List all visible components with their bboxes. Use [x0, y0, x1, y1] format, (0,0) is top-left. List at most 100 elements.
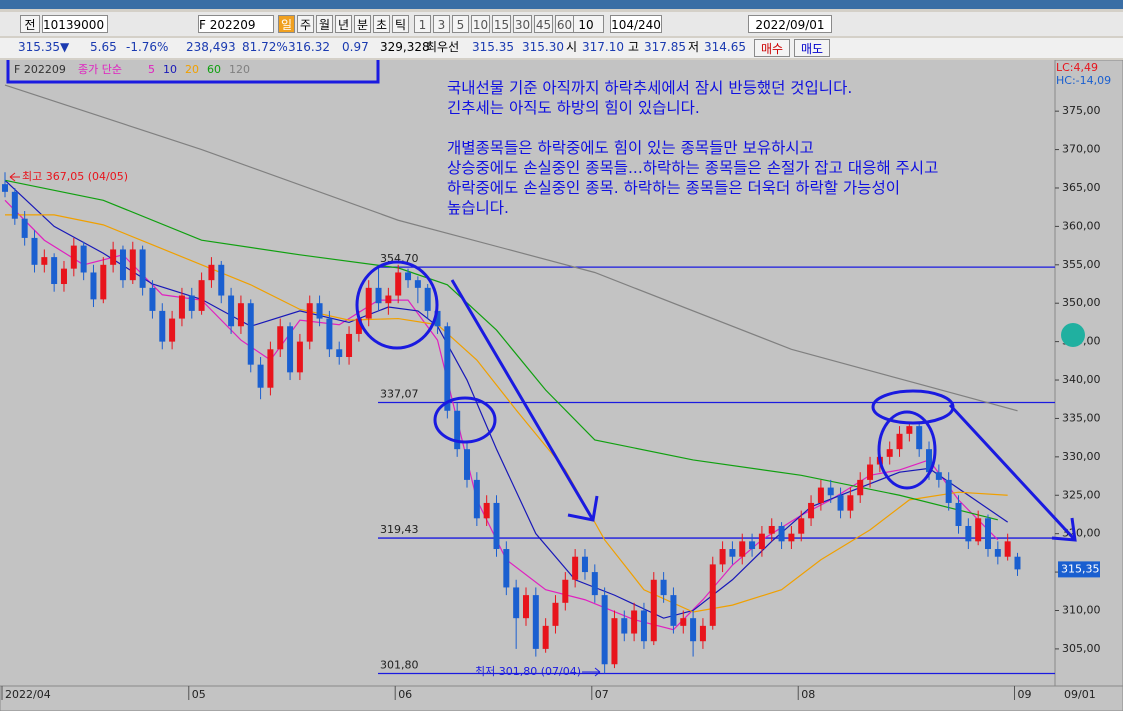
period-button[interactable]: 월	[316, 15, 333, 33]
ma-label: 종가 단순	[78, 63, 122, 76]
period-button[interactable]: 초	[373, 15, 390, 33]
candle-body	[198, 280, 205, 311]
candle-body	[690, 618, 697, 642]
ask: 315.35	[472, 40, 514, 54]
period-button[interactable]: 일	[278, 15, 295, 33]
y-tick-label: 350,00	[1062, 296, 1101, 309]
drawn-arrow	[948, 403, 1077, 542]
drawn-circle	[877, 410, 937, 490]
symbol-label: F 202209	[14, 63, 66, 76]
candle-body	[660, 579, 667, 596]
low: 314.65	[704, 40, 746, 54]
all-button[interactable]: 전	[20, 15, 40, 33]
candle-body	[896, 433, 903, 450]
candle-body	[267, 349, 274, 388]
candle-body	[965, 525, 972, 542]
open: 317.10	[582, 40, 624, 54]
candle-body	[719, 549, 726, 565]
candle-body	[444, 326, 451, 411]
candle-body	[414, 280, 421, 288]
period-button[interactable]: 분	[354, 15, 371, 33]
candle-body	[1014, 556, 1021, 570]
candle-body	[100, 264, 107, 300]
ma-line	[5, 214, 1008, 613]
candle-body	[935, 472, 942, 480]
candle-body	[346, 333, 353, 357]
candle-body	[464, 449, 471, 480]
candle-body	[916, 426, 923, 450]
high-label: 고	[628, 40, 640, 54]
candle-body	[218, 264, 225, 296]
candle-body	[847, 495, 854, 511]
legend-entry: 120	[229, 63, 250, 76]
candle-body	[31, 237, 38, 265]
interval-button[interactable]: 45	[534, 15, 553, 33]
candle-body	[119, 249, 126, 281]
note-line: 국내선물 기준 아직까지 하락추세에서 잠시 반등했던 것입니다.	[447, 79, 853, 97]
x-tick-label: 09	[1017, 688, 1031, 701]
candle-body	[257, 364, 264, 388]
candle-body	[817, 487, 824, 503]
x-tick-label: 2022/04	[5, 688, 51, 701]
level-label: 319,43	[380, 523, 419, 536]
candle-body	[159, 310, 166, 342]
candle-body	[326, 318, 333, 350]
candle-body	[60, 268, 67, 285]
period-button[interactable]: 주	[297, 15, 314, 33]
candle-body	[336, 349, 343, 357]
legend-entry: 20	[185, 63, 199, 76]
candle-body	[768, 525, 775, 534]
note-line: 개별종목들은 하락중에도 힘이 있는 종목들만 보유하시고	[447, 139, 814, 157]
interval-button[interactable]: 1	[414, 15, 431, 33]
candle-body	[365, 287, 372, 319]
candle-body	[699, 625, 706, 642]
candle-body	[631, 610, 638, 634]
interval-button[interactable]: 10	[471, 15, 490, 33]
candle-body	[591, 572, 598, 596]
candle-body	[798, 518, 805, 534]
drawn-circle	[355, 260, 439, 350]
candle-body	[739, 541, 746, 557]
interval-button[interactable]: 15	[492, 15, 511, 33]
code-input[interactable]: 10139000	[42, 15, 108, 33]
candle-body	[552, 602, 559, 626]
candle-body	[857, 479, 864, 496]
move-handle[interactable]	[1061, 323, 1085, 347]
drawings	[6, 60, 1077, 542]
interval-button[interactable]: 30	[513, 15, 532, 33]
end-date: 09/01	[1064, 688, 1096, 701]
date-input[interactable]: 2022/09/01	[748, 15, 832, 33]
candle-body	[837, 495, 844, 511]
candle-body	[149, 287, 156, 311]
period-button[interactable]: 년	[335, 15, 352, 33]
last-price-tag	[1058, 561, 1100, 578]
y-tick-label: 310,00	[1062, 603, 1101, 616]
candle-body	[375, 287, 382, 304]
period-button[interactable]: 틱	[392, 15, 409, 33]
volume-ratio: 81.72%	[242, 40, 288, 54]
interval-button[interactable]: 5	[452, 15, 469, 33]
candle-body	[945, 479, 952, 503]
y-tick-label: 335,00	[1062, 411, 1101, 424]
candle-body	[562, 579, 569, 603]
sell-button[interactable]: 매도	[794, 39, 830, 57]
x-tick-label: 06	[398, 688, 412, 701]
drawn-circle	[433, 396, 497, 444]
candle-body	[906, 426, 913, 434]
candle-body	[21, 218, 28, 238]
range-display: 104/240	[610, 15, 662, 33]
candle-body	[680, 618, 687, 626]
interval-button[interactable]: 60	[555, 15, 574, 33]
diff: 0.97	[342, 40, 369, 54]
hc-label: HC:-14,09	[1056, 74, 1111, 87]
candle-body	[483, 502, 490, 519]
candle-body	[237, 303, 244, 327]
lc-label: LC:4,49	[1056, 61, 1098, 74]
candle-body	[542, 625, 549, 649]
search-input[interactable]: F 202209	[198, 15, 274, 33]
buy-button[interactable]: 매수	[754, 39, 790, 57]
candle-body	[51, 257, 58, 285]
candle-body	[926, 449, 933, 473]
interval-button[interactable]: 3	[433, 15, 450, 33]
count-select[interactable]: 10	[568, 15, 604, 33]
